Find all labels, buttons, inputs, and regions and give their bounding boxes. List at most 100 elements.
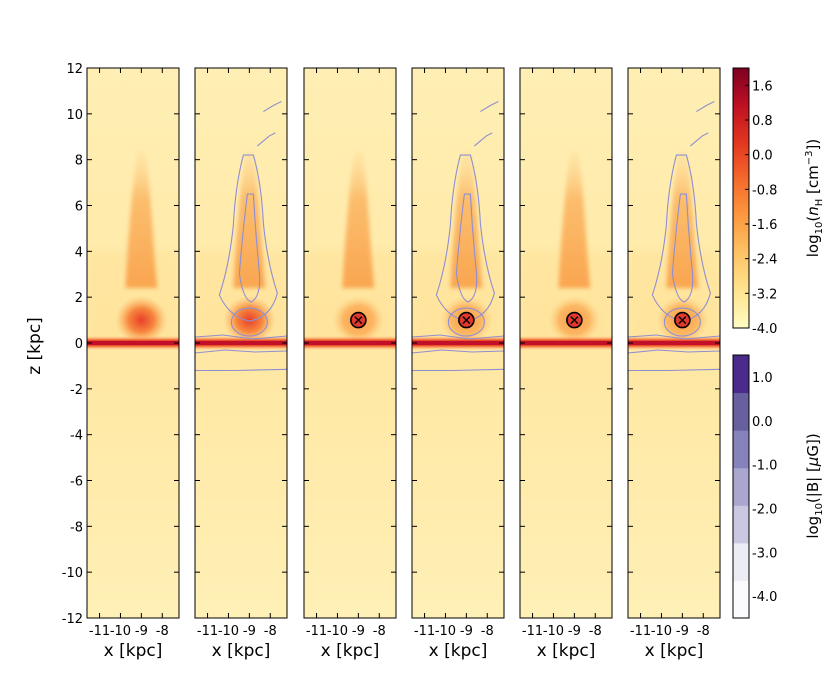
density-colorbar-tick-label: -0.8 (752, 183, 777, 198)
x-tick-label: -10 (651, 624, 672, 639)
y-tick-label: 4 (75, 245, 83, 260)
y-tick-label: -10 (62, 566, 83, 581)
x-axis-label: x [kpc] (429, 641, 488, 661)
magnetic-colorbar-label: log10(|B| [μG]) (804, 433, 825, 538)
galactic-disk-core (628, 341, 720, 345)
disk-contour-bottom (412, 349, 504, 354)
panel-2: -11 -10 -9 -8 x [kpc] (194, 67, 288, 661)
x-tick-label: -9 (243, 624, 256, 639)
panel-4: -11 -10 -9 -8 x [kpc] (411, 67, 505, 661)
x-tick-label: -11 (522, 624, 543, 639)
disk-contour-top (412, 334, 504, 340)
x-tick-label: -10 (110, 624, 131, 639)
magnetic-colorbar-tick-label: -1.0 (752, 459, 777, 474)
magnetic-colorbar-band (733, 430, 749, 469)
cloud-head-contour (230, 307, 268, 337)
panel-3: -11 -10 -9 -8 x [kpc] (303, 67, 397, 661)
x-tick-label: -8 (156, 624, 169, 639)
magnetic-colorbar: 1.0 0.0 -1.0 -2.0 -3.0 -4.0 log10(|B| [μG]) (732, 354, 825, 619)
galactic-disk-core (412, 341, 504, 345)
magnetic-colorbar-band (733, 467, 749, 506)
x-axis-label: x [kpc] (537, 641, 596, 661)
density-colorbar-tick-label: 1.6 (752, 79, 773, 94)
upper-filaments (257, 101, 282, 147)
magnetic-contours (195, 101, 287, 372)
magnetic-colorbar-frame (732, 354, 750, 619)
cloud-centre-cross (462, 316, 471, 325)
y-tick-label: 2 (75, 291, 83, 306)
lower-contour (412, 368, 504, 372)
magnetic-colorbar-band (733, 505, 749, 544)
x-axis-label: x [kpc] (321, 641, 380, 661)
density-colorbar-tick-label: 0.0 (752, 149, 773, 164)
y-tick-label: -6 (70, 475, 83, 490)
disk-contour-top (195, 334, 287, 340)
cloud-contour-outer (218, 154, 278, 322)
magnetic-colorbar-tick-label: -2.0 (752, 502, 777, 517)
x-tick-label: -10 (435, 624, 456, 639)
y-tick-label: 10 (66, 108, 83, 123)
x-tick-label: -9 (135, 624, 148, 639)
cloud-head (115, 296, 168, 345)
cloud-tail (342, 150, 375, 288)
y-tick-label: -12 (62, 612, 83, 627)
y-tick-label: -8 (70, 520, 83, 535)
x-tick-label: -8 (697, 624, 710, 639)
x-tick-label: -11 (414, 624, 435, 639)
x-tick-label: -8 (589, 624, 602, 639)
upper-filaments (690, 101, 715, 147)
galactic-disk-core (304, 341, 396, 345)
x-tick-label: -11 (630, 624, 651, 639)
magnetic-colorbar-tick-label: 0.0 (752, 415, 773, 430)
upper-filaments (474, 101, 499, 147)
y-tick-label: 6 (75, 200, 83, 215)
density-colorbar-tick-label: -4.0 (752, 322, 777, 337)
galactic-disk-core (520, 341, 612, 345)
cloud-centre-cross (354, 316, 363, 325)
x-tick-label: -10 (327, 624, 348, 639)
magnetic-colorbar-band (733, 542, 749, 581)
magnetic-colorbar-tick-label: -3.0 (752, 546, 777, 561)
magnetic-colorbar-tick-label: -4.0 (752, 590, 777, 605)
magnetic-colorbar-band (733, 355, 749, 394)
magnetic-colorbar-band (733, 392, 749, 431)
cloud-contour-inner (671, 193, 694, 303)
y-axis-label: z [kpc] (25, 317, 45, 375)
x-tick-label: -10 (543, 624, 564, 639)
disk-contour-bottom (195, 349, 287, 354)
x-tick-label: -9 (352, 624, 365, 639)
cloud-centre-cross (678, 316, 687, 325)
panel-5: -11 -10 -9 -8 x [kpc] (519, 67, 613, 661)
y-tick-label: -4 (70, 429, 83, 444)
x-tick-label: -8 (481, 624, 494, 639)
y-tick-label: 0 (75, 337, 83, 352)
cloud-contour-inner (455, 193, 478, 303)
x-tick-label: -11 (306, 624, 327, 639)
x-axis-label: x [kpc] (645, 641, 704, 661)
density-colorbar-label: log10(nH [cm−3]) (804, 139, 825, 257)
x-tick-label: -9 (460, 624, 473, 639)
density-colorbar-tick-label: -2.4 (752, 253, 777, 268)
lower-contour (195, 368, 287, 372)
density-colorbar-tick-label: -1.6 (752, 218, 777, 233)
x-tick-label: -8 (264, 624, 277, 639)
cloud-centre-cross (570, 316, 579, 325)
magnetic-colorbar-tick-label: 1.0 (752, 371, 773, 386)
magnetic-colorbar-band (733, 580, 749, 619)
x-tick-label: -11 (89, 624, 110, 639)
density-colorbar: 1.6 0.8 0.0 -0.8 -1.6 -2.4 -3.2 -4.0 log10(nH [… (732, 67, 825, 337)
y-tick-label: 12 (66, 62, 83, 77)
x-tick-label: -11 (197, 624, 218, 639)
cloud-contour-inner (238, 193, 261, 303)
y-tick-label: 8 (75, 154, 83, 169)
x-axis-label: x [kpc] (104, 641, 163, 661)
panels: -11 -10 -9 -8x [kpc]-12-10-8-6-4-2024681012… (62, 62, 721, 661)
cloud-tail (125, 150, 158, 288)
cloud-head-contour (447, 307, 485, 337)
density-colorbar-tick-label: 0.8 (752, 114, 773, 129)
density-colorbar-tick-label: -3.2 (752, 287, 777, 302)
disk-contour-top (628, 334, 720, 340)
panel-6: -11 -10 -9 -8 x [kpc] (627, 67, 721, 661)
